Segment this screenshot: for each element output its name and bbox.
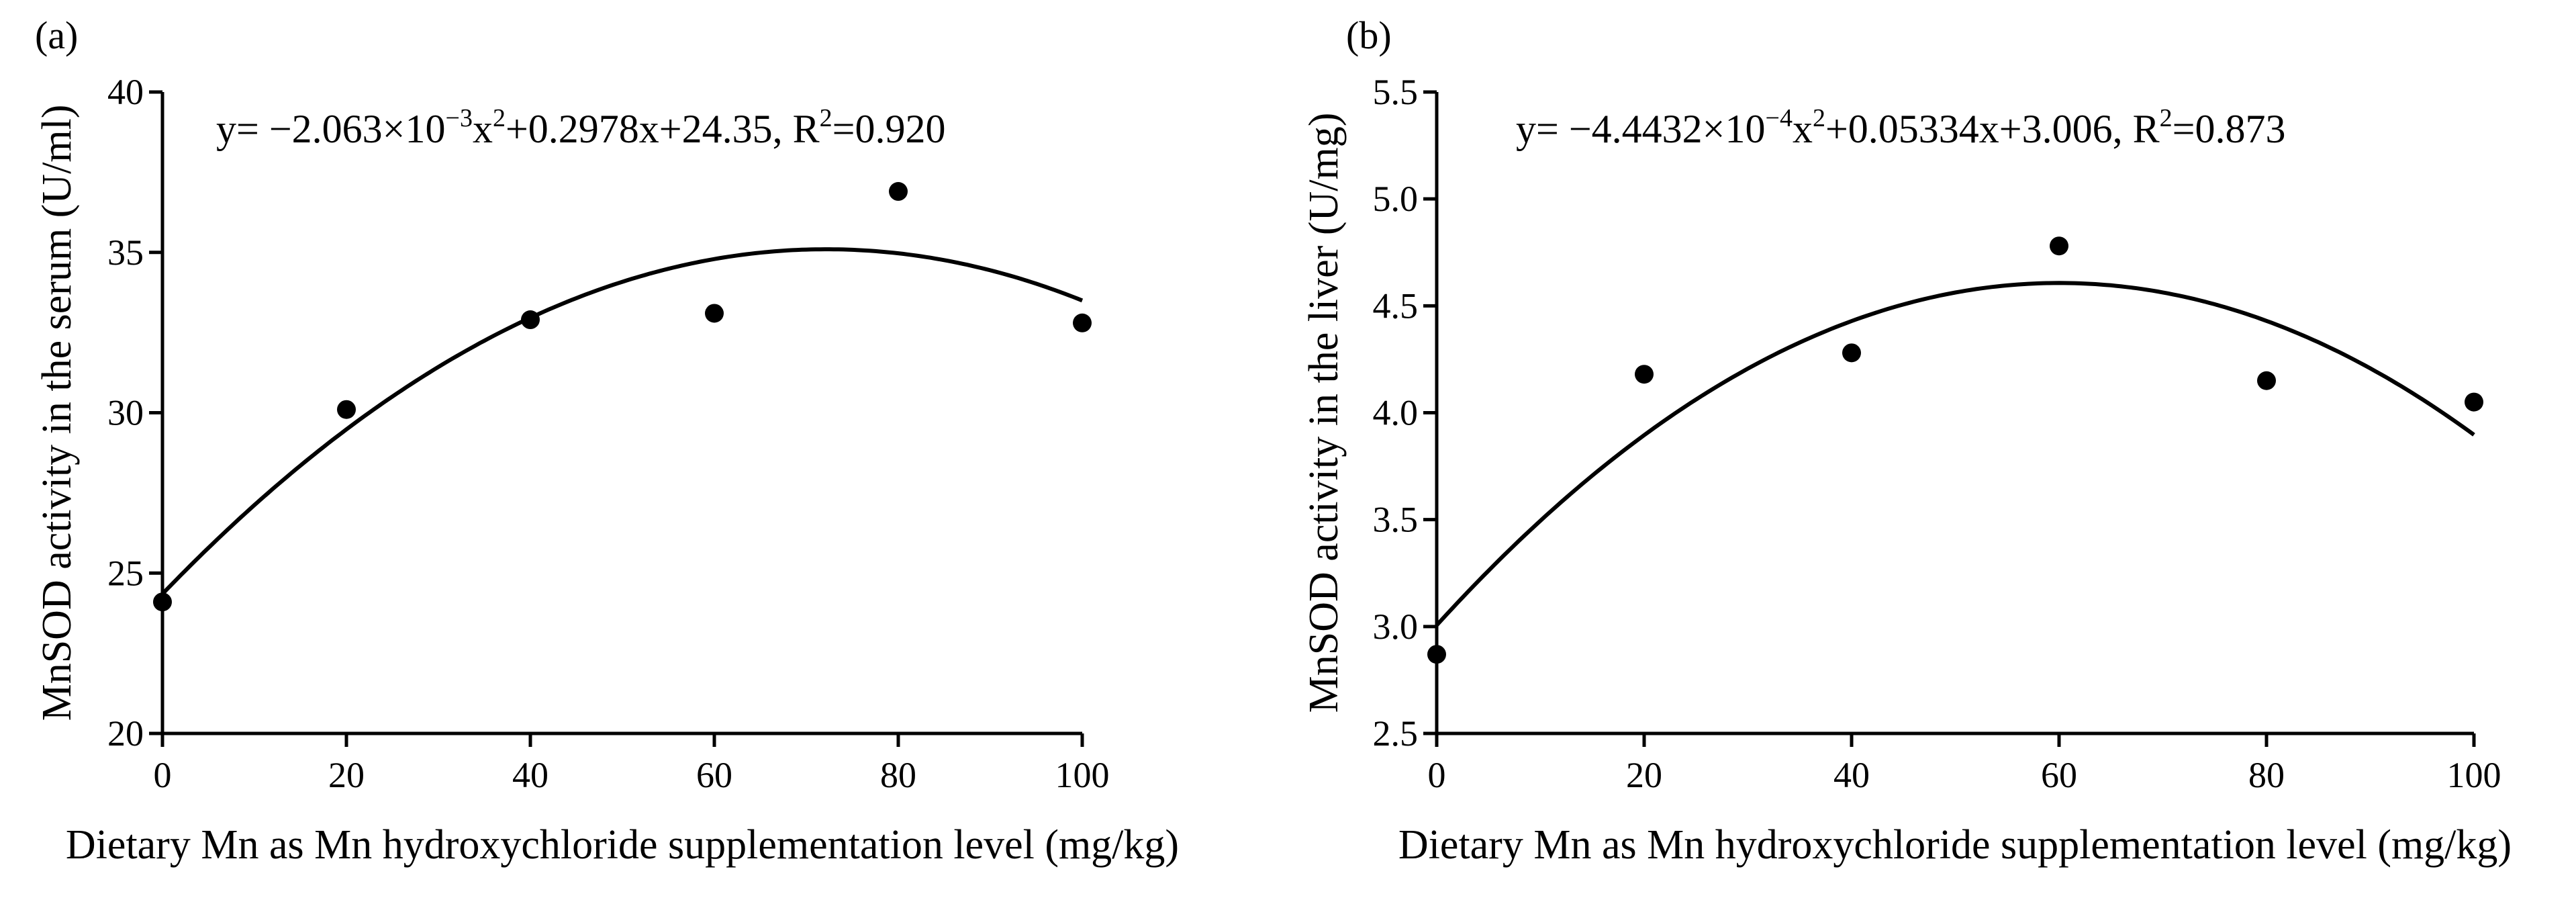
equation-text: +0.05334x+3.006, R — [1825, 107, 2160, 151]
panel-label: (a) — [35, 13, 78, 57]
y-axis-title: MnSOD activity in the serum (U/ml) — [34, 105, 80, 721]
x-tick-label: 80 — [2248, 755, 2285, 795]
equation-text: =0.873 — [2173, 107, 2286, 151]
equation-superscript: 2 — [2160, 104, 2173, 132]
x-tick-label: 60 — [2041, 755, 2077, 795]
equation-superscript: −4 — [1766, 104, 1793, 132]
data-point — [2465, 392, 2483, 412]
equation-text: x — [1793, 107, 1813, 151]
x-tick-label: 40 — [512, 755, 548, 795]
regression-equation: y= −2.063×10−3x2+0.2978x+24.35, R2=0.920 — [216, 104, 946, 151]
y-tick-label: 25 — [107, 553, 144, 593]
x-tick-label: 20 — [1626, 755, 1662, 795]
data-point — [1427, 645, 1446, 664]
y-tick-label: 5.0 — [1373, 179, 1419, 219]
y-tick-label: 20 — [107, 713, 144, 754]
fit-curve — [1435, 281, 2475, 627]
y-tick-label: 35 — [107, 232, 144, 273]
data-point — [153, 592, 172, 612]
data-point — [705, 304, 724, 323]
x-tick-label: 20 — [328, 755, 365, 795]
y-tick-label: 4.0 — [1373, 393, 1419, 433]
data-point — [1842, 343, 1861, 363]
y-axis-title: MnSOD activity in the liver (U/mg) — [1301, 113, 1347, 713]
x-tick-label: 40 — [1833, 755, 1870, 795]
x-tick-label: 80 — [880, 755, 916, 795]
equation-text: y= −4.4432×10 — [1516, 107, 1766, 151]
equation-text: +0.2978x+24.35, R — [506, 107, 820, 151]
x-tick-label: 100 — [2447, 755, 2501, 795]
y-tick-label: 4.5 — [1373, 285, 1419, 326]
y-tick-label: 30 — [107, 393, 144, 433]
equation-text: =0.920 — [832, 107, 946, 151]
x-tick-label: 0 — [154, 755, 172, 795]
x-tick-label: 60 — [696, 755, 732, 795]
data-point — [1635, 365, 1654, 384]
equation-superscript: 2 — [493, 104, 506, 132]
x-axis-title: Dietary Mn as Mn hydroxychloride supplem… — [66, 822, 1179, 868]
fit-curve — [160, 247, 1084, 596]
panel-label: (b) — [1346, 13, 1392, 57]
x-axis-title: Dietary Mn as Mn hydroxychloride supplem… — [1398, 822, 2512, 868]
equation-text: y= −2.063×10 — [216, 107, 446, 151]
data-point — [521, 310, 540, 330]
equation-superscript: 2 — [820, 104, 832, 132]
data-point — [889, 182, 908, 201]
x-tick-label: 100 — [1055, 755, 1110, 795]
equation-text: x — [473, 107, 493, 151]
regression-equation: y= −4.4432×10−4x2+0.05334x+3.006, R2=0.8… — [1516, 104, 2286, 151]
y-tick-label: 40 — [107, 72, 144, 112]
y-tick-label: 3.5 — [1373, 500, 1419, 540]
data-point — [2257, 371, 2276, 390]
panel-b: (b) 2.5 3.0 3.5 4.0 4.5 5.0 5.5 0 20 40 60 80 100 Diet… — [1301, 13, 2512, 868]
y-tick-label: 3.0 — [1373, 607, 1419, 647]
y-tick-label: 2.5 — [1373, 713, 1419, 754]
data-point — [1073, 313, 1092, 332]
equation-superscript: 2 — [1813, 104, 1825, 132]
equation-superscript: −3 — [446, 104, 473, 132]
data-point — [337, 400, 356, 419]
data-point — [2050, 236, 2068, 256]
x-tick-label: 0 — [1428, 755, 1446, 795]
y-tick-label: 5.5 — [1373, 72, 1419, 112]
